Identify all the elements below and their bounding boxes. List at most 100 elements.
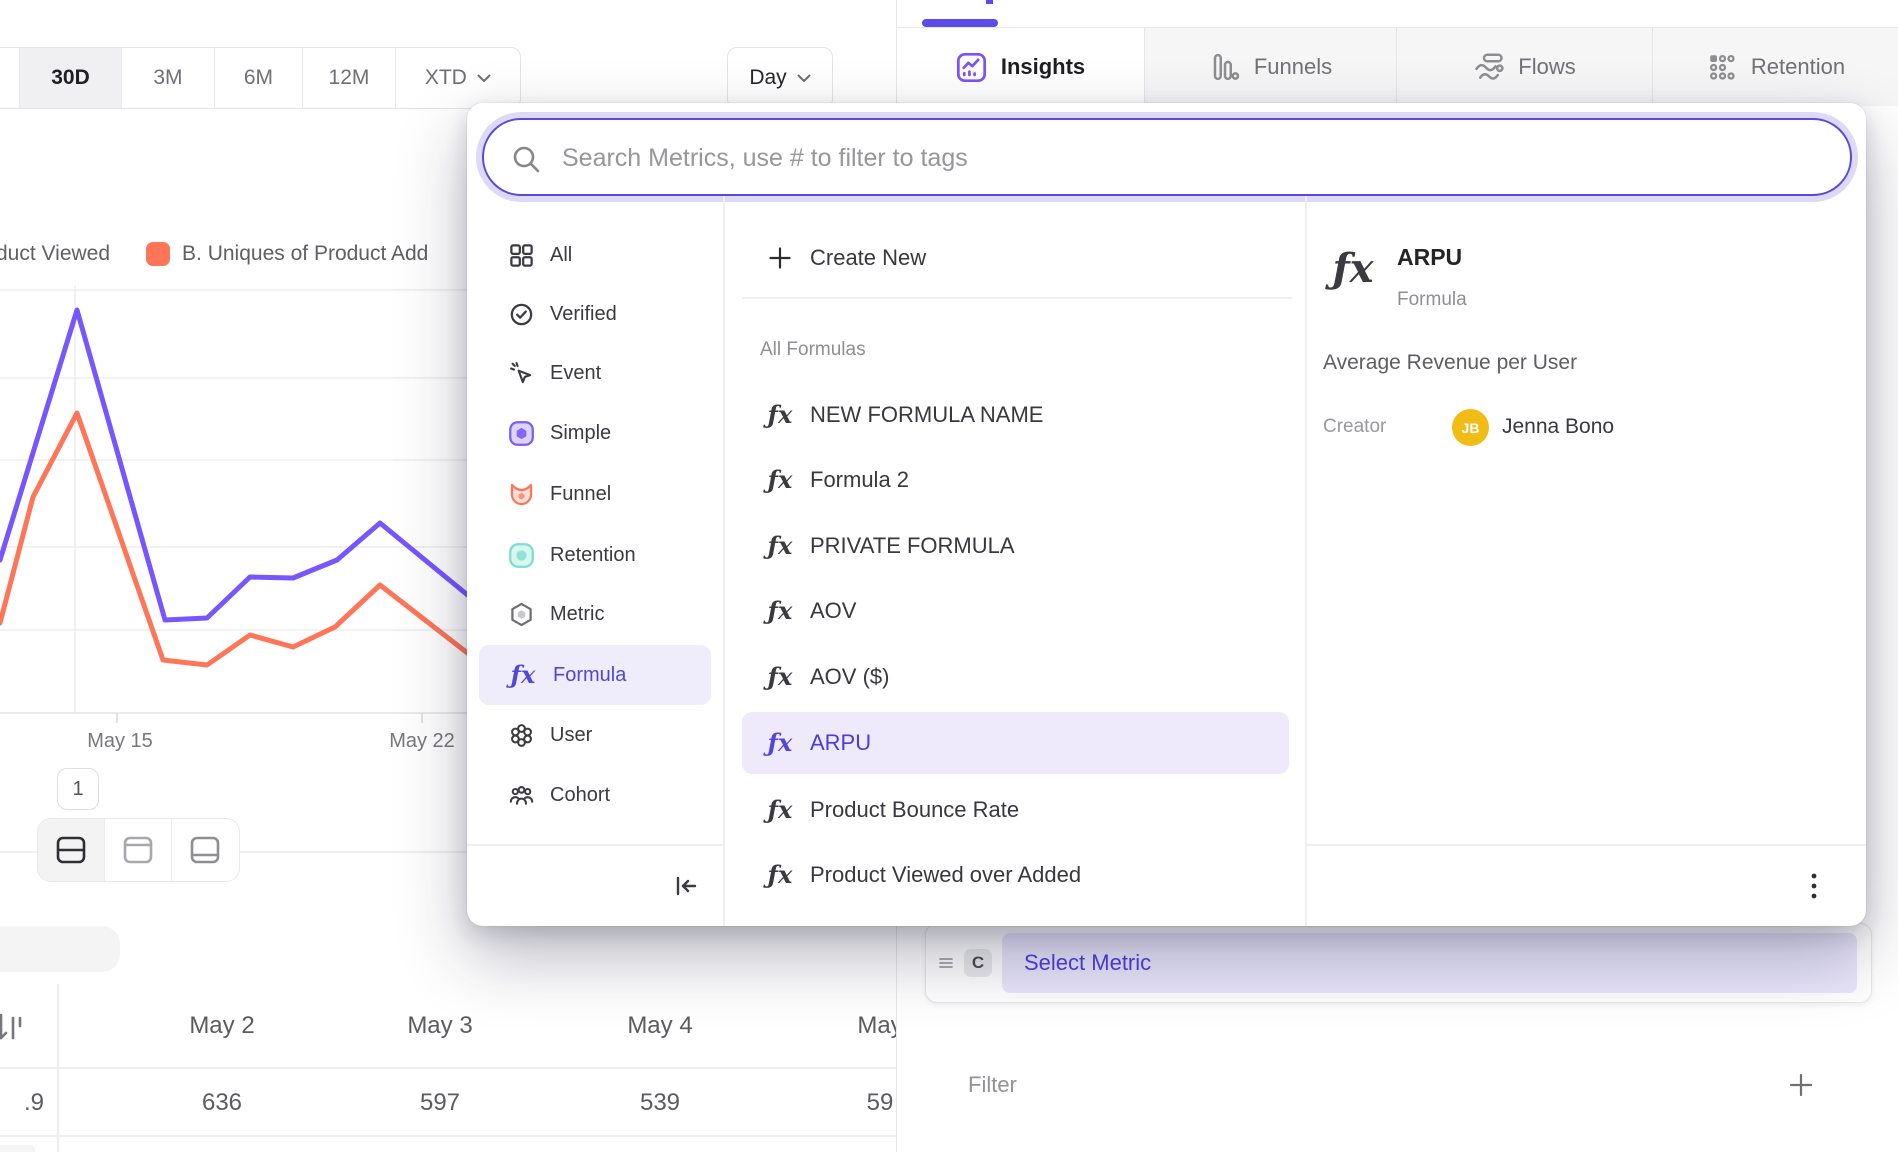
drag-handle-icon[interactable] (938, 955, 954, 971)
table-header[interactable]: May 2 (189, 1012, 255, 1039)
time-range-3m[interactable]: 3M (122, 48, 215, 108)
sidebar-footer-divider (467, 844, 723, 846)
table-cell: 597 (419, 1089, 461, 1116)
funnel-metric-icon (510, 483, 533, 505)
formula-item[interactable]: ƒx Product Bounce Rate (742, 779, 1289, 841)
formula-icon-large: ƒx (1332, 245, 1374, 292)
category-label: All (550, 243, 573, 266)
select-metric-label: Select Metric (1024, 950, 1152, 975)
category-formula[interactable]: ƒx Formula (479, 645, 711, 705)
formula-item[interactable]: ƒx AOV (742, 580, 1289, 642)
formula-label: NEW FORMULA NAME (810, 402, 1044, 427)
formula-icon: ƒx (767, 728, 793, 757)
time-range-control: 30D 3M 6M 12M XTD (0, 47, 521, 109)
formula-icon: ƒx (767, 795, 793, 824)
category-verified[interactable]: Verified (467, 284, 723, 344)
flows-icon (1475, 53, 1504, 80)
sort-icon[interactable] (0, 1008, 24, 1046)
formula-label: PRIVATE FORMULA (810, 533, 1015, 558)
tab-retention[interactable]: Retention (1652, 28, 1898, 106)
time-range-stub[interactable] (0, 48, 20, 108)
layout-chart-button[interactable] (105, 819, 172, 881)
layout-table-button[interactable] (172, 819, 238, 881)
metric-picker-dropdown: All Verified Event Simple Funnel Rete (467, 103, 1866, 926)
kebab-menu-icon[interactable] (1803, 871, 1825, 901)
category-cohort[interactable]: Cohort (467, 765, 723, 825)
detail-type: Formula (1397, 289, 1467, 310)
table-cell: 539 (639, 1089, 681, 1116)
grid-icon (510, 243, 533, 267)
formula-item[interactable]: ƒx PRIVATE FORMULA (742, 515, 1289, 577)
layout-toggle-control (37, 818, 240, 882)
detail-title: ARPU (1397, 244, 1463, 270)
legend-series-b[interactable]: B. Uniques of Product Add (182, 242, 429, 265)
tab-insights[interactable]: Insights (897, 28, 1144, 106)
category-funnel[interactable]: Funnel (467, 464, 723, 524)
active-nav-indicator (922, 19, 998, 27)
time-range-30d[interactable]: 30D (19, 48, 123, 108)
create-new-label: Create New (810, 245, 927, 270)
category-label: Simple (550, 421, 612, 444)
table-header[interactable]: May 3 (407, 1012, 473, 1039)
formula-icon: ƒx (767, 465, 793, 494)
detail-divider (1305, 196, 1307, 926)
filter-section-label: Filter (968, 1072, 1017, 1097)
plus-icon (769, 247, 791, 269)
creator-avatar: JB (1452, 409, 1489, 446)
search-input[interactable] (560, 120, 1834, 196)
report-tabbar: Insights Funnels Flows (897, 28, 1898, 106)
layout-split-button[interactable] (38, 819, 105, 881)
time-range-6m[interactable]: 6M (215, 48, 304, 108)
category-label: Retention (550, 543, 636, 566)
table-row-divider (0, 1135, 896, 1137)
formula-item[interactable]: ƒx NEW FORMULA NAME (742, 384, 1289, 446)
category-metric[interactable]: Metric (467, 584, 723, 644)
formula-icon: ƒx (767, 860, 793, 889)
formula-item[interactable]: ƒx Product Viewed over Added (742, 844, 1289, 906)
time-range-xtd[interactable]: XTD (396, 48, 520, 108)
verified-badge-icon (510, 303, 533, 325)
header-divider (897, 27, 1898, 29)
category-retention[interactable]: Retention (467, 525, 723, 585)
retention-metric-icon (509, 542, 534, 568)
table-cell: 636 (201, 1089, 243, 1116)
create-new-divider (742, 297, 1292, 299)
section-divider (0, 851, 896, 853)
add-filter-button[interactable] (1788, 1072, 1814, 1098)
legend-series-a[interactable]: duct Viewed (0, 242, 111, 265)
category-user[interactable]: User (467, 705, 723, 765)
category-label: Metric (550, 602, 605, 625)
formula-item[interactable]: ƒx Formula 2 (742, 449, 1289, 511)
formula-icon: ƒx (510, 660, 536, 689)
granularity-dropdown[interactable]: Day (727, 47, 833, 109)
next-row-label-pill (0, 1145, 35, 1152)
x-axis-label-may15: May 15 (87, 730, 153, 752)
page-number-badge[interactable]: 1 (57, 768, 99, 810)
xtd-label: XTD (424, 66, 467, 89)
category-all[interactable]: All (467, 225, 723, 285)
search-icon (513, 146, 540, 173)
table-header[interactable]: May 4 (627, 1012, 693, 1039)
tab-funnels[interactable]: Funnels (1144, 28, 1397, 106)
category-label: Verified (550, 302, 617, 325)
layout-split-icon (56, 836, 86, 864)
table-header[interactable]: May (857, 1012, 896, 1039)
hexagon-metric-icon (511, 602, 532, 626)
formula-label: ARPU (810, 730, 872, 755)
collapse-sidebar-button[interactable] (670, 871, 700, 901)
time-range-12m[interactable]: 12M (303, 48, 396, 108)
formula-item[interactable]: ƒx AOV ($) (742, 646, 1289, 708)
tab-flows[interactable]: Flows (1396, 28, 1653, 106)
line-chart[interactable] (0, 285, 896, 727)
category-simple[interactable]: Simple (467, 403, 723, 463)
series-a-line[interactable] (0, 307, 473, 623)
formula-label: Product Bounce Rate (810, 797, 1020, 822)
granularity-label: Day (749, 66, 787, 89)
svg-text:JB: JB (1462, 420, 1480, 436)
select-metric-button[interactable]: Select Metric (1002, 933, 1857, 993)
category-event[interactable]: Event (467, 343, 723, 403)
series-b-line[interactable] (0, 410, 473, 668)
create-new-button[interactable]: Create New (742, 228, 1289, 288)
formula-item-selected[interactable]: ƒx ARPU (742, 712, 1289, 774)
left-panel: 30D 3M 6M 12M XTD Day duct Viewed B. Uni… (0, 0, 896, 1152)
